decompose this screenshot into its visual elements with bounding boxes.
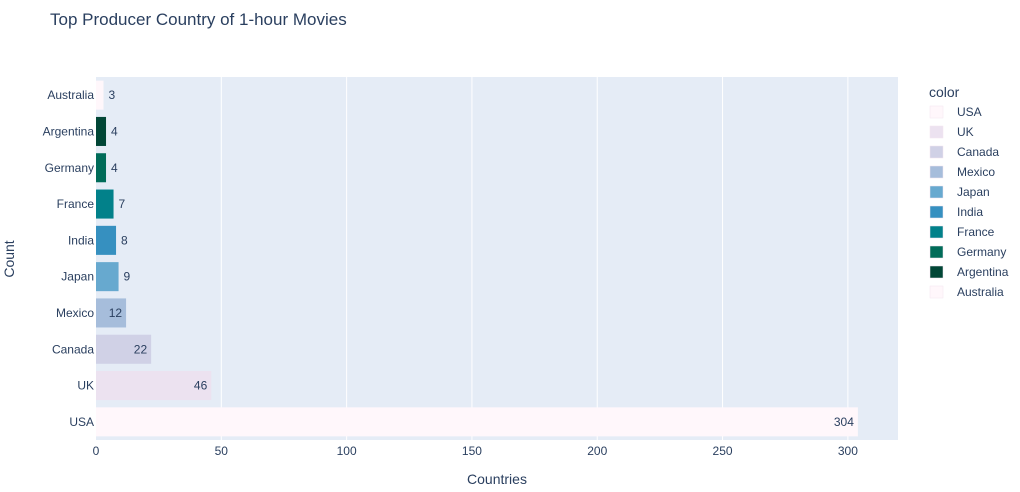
legend-label[interactable]: Japan bbox=[957, 185, 990, 199]
legend-label[interactable]: Australia bbox=[957, 285, 1004, 299]
bar-value-label: 3 bbox=[109, 88, 116, 102]
legend-swatch-japan[interactable] bbox=[929, 185, 944, 199]
legend-label[interactable]: Argentina bbox=[957, 265, 1009, 279]
chart-title: Top Producer Country of 1-hour Movies bbox=[50, 10, 347, 29]
bar-argentina bbox=[96, 116, 107, 146]
legend-swatch-france[interactable] bbox=[929, 225, 944, 239]
x-tick-label: 50 bbox=[215, 444, 229, 458]
legend-label[interactable]: UK bbox=[957, 125, 974, 139]
legend-label[interactable]: Canada bbox=[957, 145, 999, 159]
bar-value-label: 4 bbox=[111, 124, 118, 138]
x-tick-label: 0 bbox=[93, 444, 100, 458]
plot-area bbox=[96, 77, 898, 440]
bar-usa bbox=[96, 407, 858, 437]
y-tick-label: USA bbox=[69, 415, 94, 429]
bar-uk bbox=[96, 371, 212, 401]
legend-swatch-canada[interactable] bbox=[929, 145, 944, 159]
y-axis-title: Count bbox=[1, 240, 17, 277]
y-tick-label: Argentina bbox=[43, 124, 95, 138]
legend-swatch-usa[interactable] bbox=[929, 105, 944, 119]
bar-value-label: 8 bbox=[121, 233, 128, 247]
x-tick-label: 300 bbox=[838, 444, 858, 458]
y-tick-label: Mexico bbox=[56, 306, 94, 320]
bar-value-label: 46 bbox=[194, 379, 208, 393]
y-tick-label: India bbox=[68, 233, 94, 247]
y-tick-label: UK bbox=[77, 379, 94, 393]
legend-label[interactable]: Mexico bbox=[957, 165, 995, 179]
x-tick-label: 250 bbox=[713, 444, 733, 458]
legend: color USA UK Canada Mexico Japan India France G… bbox=[929, 84, 1009, 299]
bar-mexico bbox=[96, 298, 127, 328]
legend-swatch-mexico[interactable] bbox=[929, 165, 944, 179]
x-tick-label: 200 bbox=[587, 444, 607, 458]
bar-value-label: 22 bbox=[134, 342, 148, 356]
bar-value-label: 304 bbox=[834, 415, 854, 429]
legend-label[interactable]: Germany bbox=[957, 245, 1006, 259]
x-tick-label: 150 bbox=[462, 444, 482, 458]
y-tick-label: Germany bbox=[45, 161, 94, 175]
y-tick-label: France bbox=[57, 197, 95, 211]
legend-label[interactable]: USA bbox=[957, 105, 982, 119]
bar-france bbox=[96, 189, 114, 219]
bar-canada bbox=[96, 334, 152, 364]
bar-germany bbox=[96, 153, 107, 183]
bar-value-label: 4 bbox=[111, 161, 118, 175]
legend-label[interactable]: India bbox=[957, 205, 983, 219]
x-axis-title: Countries bbox=[467, 471, 527, 487]
bar-japan bbox=[96, 262, 119, 292]
bar-value-label: 9 bbox=[124, 270, 131, 284]
legend-swatch-uk[interactable] bbox=[929, 125, 944, 139]
x-tick-label: 100 bbox=[337, 444, 357, 458]
bar-india bbox=[96, 225, 117, 255]
bar-australia bbox=[96, 80, 104, 110]
legend-swatch-india[interactable] bbox=[929, 205, 944, 219]
bar-value-label: 7 bbox=[119, 197, 126, 211]
legend-title: color bbox=[929, 84, 960, 100]
legend-swatch-germany[interactable] bbox=[929, 245, 944, 259]
legend-swatch-australia[interactable] bbox=[929, 285, 944, 299]
legend-label[interactable]: France bbox=[957, 225, 995, 239]
legend-swatch-argentina[interactable] bbox=[929, 265, 944, 279]
y-tick-label: Canada bbox=[52, 342, 94, 356]
y-tick-label: Australia bbox=[47, 88, 94, 102]
bar-value-label: 12 bbox=[109, 306, 123, 320]
y-tick-label: Japan bbox=[61, 270, 94, 284]
